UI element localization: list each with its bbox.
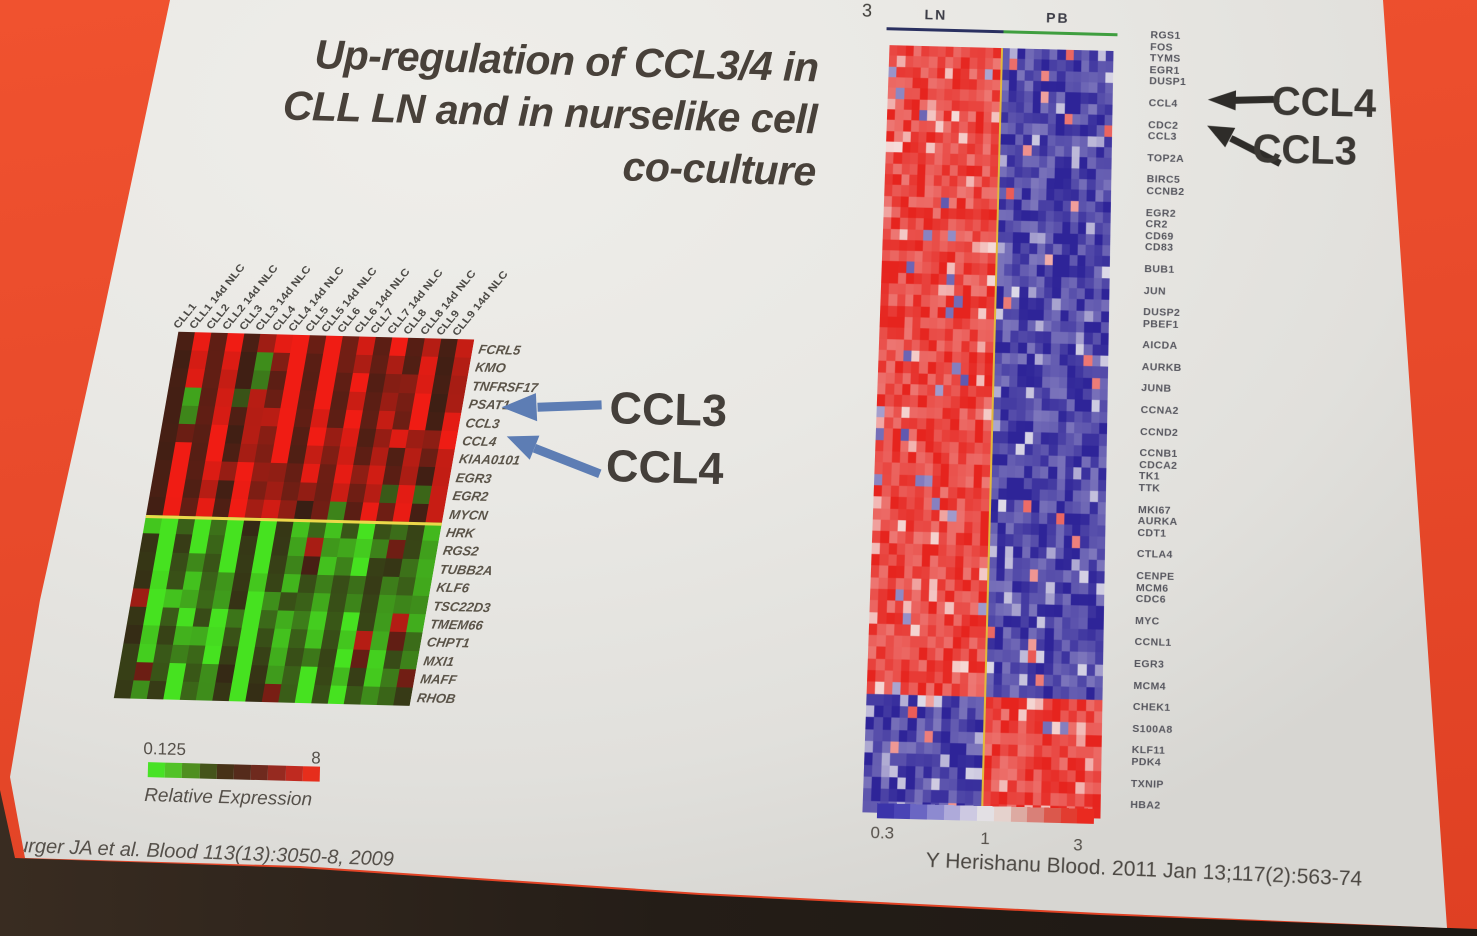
gene-label: JUN — [1143, 284, 1167, 298]
gene-group: HBA2 — [1130, 798, 1230, 814]
gene-label: CHEK1 — [1132, 701, 1171, 715]
gene-label: JUNB — [1141, 382, 1172, 396]
scale-segment — [926, 804, 945, 820]
gene-group: RGS1 FOS TYMS EGR1 DUSP1 — [1149, 29, 1250, 91]
gene-label: CCNL1 — [1134, 636, 1172, 650]
scale-segment — [1060, 808, 1078, 824]
gene-label: AURKB — [1141, 360, 1182, 374]
gene-group: MCM4 — [1133, 679, 1233, 694]
scale-segment — [893, 803, 911, 820]
ccl3-arrow-icon-right — [1207, 125, 1282, 167]
gene-group: AICDA — [1142, 339, 1242, 354]
gene-label: TTK — [1138, 482, 1161, 495]
gene-group: EGR3 — [1133, 657, 1234, 673]
gene-label: MCM4 — [1133, 679, 1167, 693]
gene-group: JUNB — [1141, 382, 1241, 397]
gene-label: EGR3 — [1133, 657, 1165, 671]
ln-group-underline — [886, 27, 1004, 34]
scale-segment — [960, 805, 978, 821]
gene-label: CTLA4 — [1136, 548, 1173, 562]
gene-label: CDT1 — [1137, 526, 1167, 540]
scale-segment — [1077, 808, 1095, 824]
scale-segment — [1010, 806, 1028, 823]
gene-label: CCND2 — [1139, 425, 1179, 439]
scale-segment — [876, 803, 894, 819]
gene-group: KLF11 PDK4 — [1131, 744, 1232, 771]
gene-group: CHEK1 — [1132, 701, 1233, 716]
gene-group: CCNL1 — [1134, 636, 1234, 651]
gene-group: EGR2 CR2 CD69 CD83 — [1144, 207, 1246, 257]
gene-label: PDK4 — [1131, 755, 1162, 769]
pb-group-underline — [1003, 30, 1118, 37]
gene-group: CTLA4 — [1136, 548, 1237, 563]
gene-group: BUB1 — [1144, 262, 1244, 278]
right-scale-min-label: 0.3 — [870, 823, 895, 843]
gene-group: AURKB — [1141, 360, 1242, 376]
gene-group: CCND2 — [1139, 425, 1240, 441]
gene-label: TXNIP — [1130, 777, 1164, 791]
gene-group: MKI67 AURKA CDT1 — [1137, 504, 1238, 542]
right-heatmap — [862, 45, 1114, 819]
gene-group: S100A8 — [1132, 722, 1232, 738]
scale-segment — [993, 806, 1011, 822]
gene-group: CCNB1 CDCA2 TK1 TTK — [1138, 447, 1239, 497]
right-heatmap-canvas — [862, 45, 1114, 819]
ccl3-arrow-icon — [501, 393, 602, 422]
gene-group: DUSP2 PBEF1 — [1142, 306, 1244, 333]
gene-label: AICDA — [1142, 339, 1178, 353]
gene-group: CENPE MCM6 CDC6 — [1135, 570, 1237, 608]
ccl4-arrow-icon — [506, 435, 602, 479]
panel-number: 3 — [861, 0, 873, 21]
ccl4-callout-label-right: CCL4 — [1271, 79, 1377, 127]
gene-group: TXNIP — [1130, 777, 1231, 792]
gene-group: CCNA2 — [1140, 404, 1240, 419]
gene-label: CDC6 — [1135, 593, 1167, 606]
gene-label: PBEF1 — [1142, 317, 1179, 331]
pb-group-label: PB — [1045, 9, 1070, 27]
gene-group: MYC — [1134, 614, 1235, 630]
right-scale-mid-label: 1 — [980, 828, 991, 849]
ln-group-label: LN — [924, 6, 948, 23]
gene-label: S100A8 — [1132, 722, 1173, 736]
scale-segment — [943, 804, 961, 821]
gene-label: CCNB2 — [1146, 185, 1185, 199]
gene-label: MYC — [1134, 614, 1160, 628]
scale-segment — [910, 804, 928, 820]
gene-group: BIRC5 CCNB2 — [1146, 173, 1247, 200]
gene-label: BUB1 — [1144, 262, 1175, 276]
ccl4-arrow-icon-right — [1207, 90, 1274, 111]
ccl3-callout-label-right: CCL3 — [1251, 126, 1358, 174]
scale-segment — [1027, 807, 1045, 823]
gene-label: CD83 — [1144, 241, 1174, 255]
right-scale-max-label: 3 — [1073, 835, 1083, 855]
gene-label: HBA2 — [1130, 798, 1161, 812]
gene-group: JUN — [1143, 284, 1244, 300]
citation-herishanu: Y Herishanu Blood. 2011 Jan 13;117(2):56… — [925, 848, 1363, 891]
scale-segment — [1043, 807, 1061, 824]
scale-segment — [976, 805, 995, 822]
gene-label: CCNA2 — [1140, 404, 1179, 418]
